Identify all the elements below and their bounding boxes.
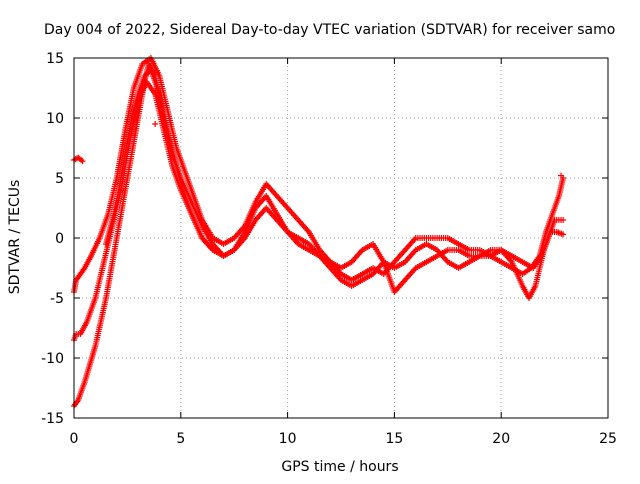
y-tick-labels: -15 -10 -5 0 5 10 15 bbox=[41, 51, 64, 427]
data-points bbox=[71, 55, 567, 409]
x-tick-label: 20 bbox=[492, 431, 510, 447]
y-tick-label: 10 bbox=[46, 111, 64, 127]
x-tick-label: 10 bbox=[279, 431, 297, 447]
y-tick-label: -10 bbox=[41, 351, 64, 367]
series-trace-4 bbox=[71, 154, 86, 165]
y-axis-label: SDTVAR / TECUs bbox=[7, 180, 23, 295]
x-tick-label: 15 bbox=[385, 431, 403, 447]
chart-title: Day 004 of 2022, Sidereal Day-to-day VTE… bbox=[44, 22, 615, 38]
x-axis-label: GPS time / hours bbox=[281, 459, 398, 475]
data-point bbox=[79, 158, 86, 165]
series-trace-3 bbox=[71, 55, 567, 295]
y-tick-label: -15 bbox=[41, 411, 64, 427]
axis-ticks bbox=[73, 57, 609, 419]
data-point bbox=[209, 247, 216, 253]
data-point-outlier bbox=[558, 172, 565, 179]
series-trace-5 bbox=[103, 67, 216, 253]
y-tick-label: 5 bbox=[55, 171, 64, 187]
data-point bbox=[560, 231, 567, 238]
y-tick-label: 0 bbox=[55, 231, 64, 247]
data-point bbox=[560, 217, 567, 223]
x-tick-label: 25 bbox=[599, 431, 617, 447]
y-tick-label: 15 bbox=[46, 51, 64, 67]
x-tick-labels: 0 5 10 15 20 25 bbox=[70, 431, 617, 447]
data-point-outlier bbox=[152, 121, 159, 127]
x-tick-label: 0 bbox=[70, 431, 79, 447]
x-tick-label: 5 bbox=[176, 431, 185, 447]
y-tick-label: -5 bbox=[50, 291, 64, 307]
